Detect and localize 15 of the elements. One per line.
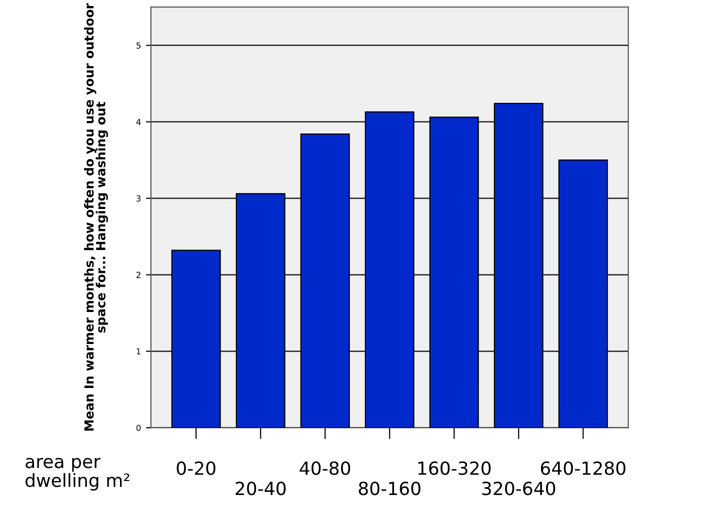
x-tick-label: 0-20	[176, 461, 216, 476]
y-tick-label: 4	[136, 118, 141, 125]
x-tick-label: 20-40	[236, 482, 286, 496]
y-tick-label: 0	[136, 424, 141, 432]
x-tick-label: 160-320	[418, 461, 491, 476]
y-tick-label: 2	[136, 272, 140, 278]
x-tick-label: 320-640	[482, 482, 556, 496]
y-tick-label: 3	[136, 195, 141, 202]
x-tick-label: 80-160	[358, 482, 420, 496]
x-tick-label: 40-80	[300, 461, 350, 476]
y-tick-label: 5	[136, 42, 140, 49]
y-tick-label: 1	[136, 348, 140, 354]
x-axis-title: area per dwelling m²	[26, 458, 130, 491]
x-tick-label: 640-1280	[540, 461, 626, 476]
y-axis-title: Mean In warmer months, how often do you use your outdoor space for... Hanging washing out	[84, 3, 108, 431]
